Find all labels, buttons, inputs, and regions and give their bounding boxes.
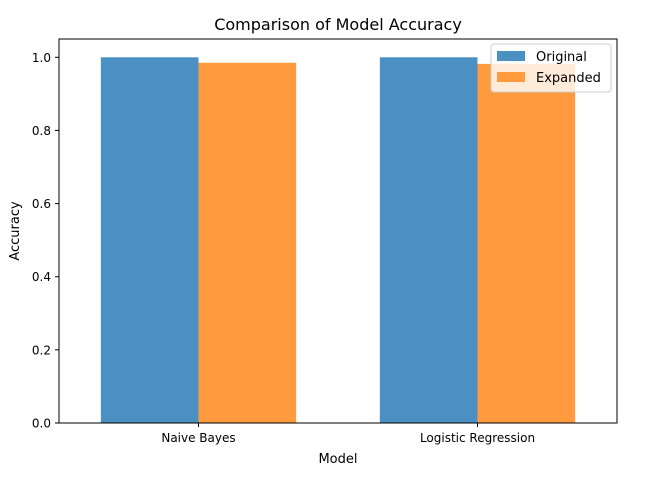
y-tick-label: 0.8 [32, 124, 51, 138]
bars-layer [100, 57, 576, 424]
bar-expanded-1 [477, 63, 576, 424]
legend-swatch-expanded [497, 72, 525, 82]
chart-title: Comparison of Model Accuracy [214, 15, 462, 34]
legend-entries: Original Expanded [497, 50, 601, 86]
y-ticks: 0.0 0.2 0.4 0.6 0.8 1.0 [32, 51, 59, 431]
legend-label-original: Original [536, 50, 587, 65]
legend: Original Expanded [490, 43, 612, 93]
legend-swatch-original [497, 51, 525, 61]
x-tick-label: Logistic Regression [420, 431, 535, 445]
x-tick-label: Naive Bayes [161, 431, 235, 445]
legend-label-expanded: Expanded [536, 71, 601, 86]
bar-original-0 [100, 57, 199, 423]
bar-original-1 [379, 57, 478, 423]
y-tick-label: 0.4 [32, 270, 51, 284]
y-tick-label: 0.0 [32, 417, 51, 431]
x-ticks: Naive Bayes Logistic Regression [161, 423, 535, 445]
x-axis-label: Model [318, 452, 357, 467]
y-tick-label: 0.6 [32, 197, 51, 211]
bar-expanded-0 [198, 62, 297, 424]
plot-frame [58, 38, 618, 424]
y-tick-label: 1.0 [32, 51, 51, 65]
y-tick-label: 0.2 [32, 343, 51, 357]
y-axis-label: Accuracy [8, 201, 23, 261]
